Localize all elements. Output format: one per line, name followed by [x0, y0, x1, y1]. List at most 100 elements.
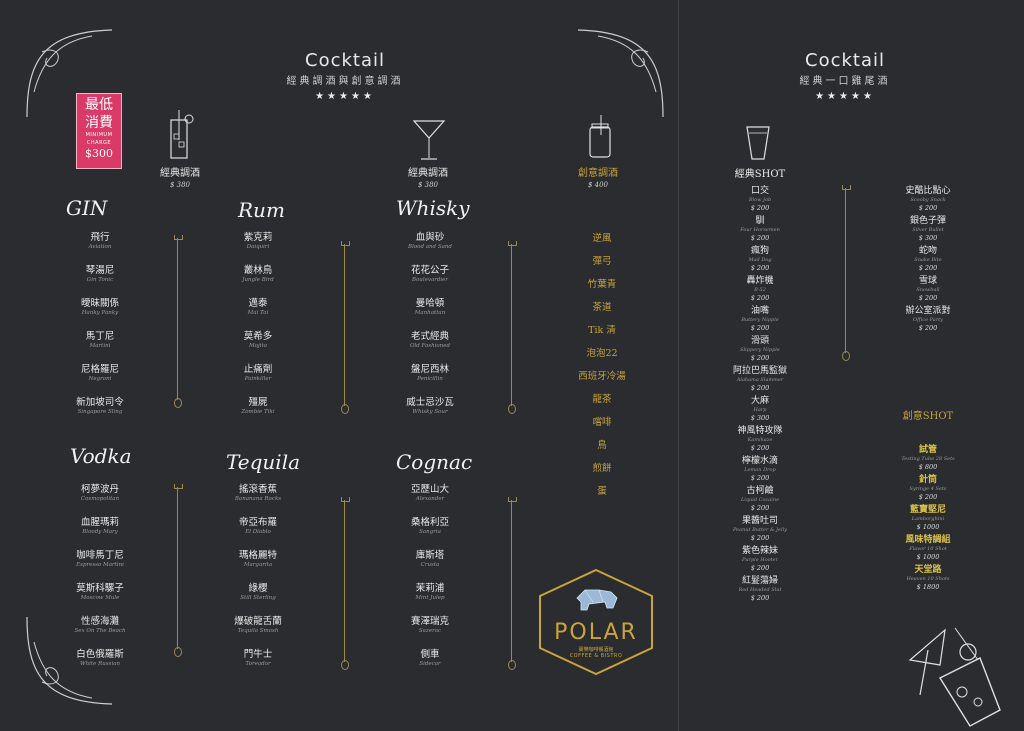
item-en: Mint Julep: [415, 595, 445, 601]
list-item: 銀色子彈 Silver Bullet $ 300: [888, 216, 968, 242]
list-item: 威士忌沙瓦 Whisky Sour: [390, 397, 470, 416]
item-name: 殭屍: [248, 397, 268, 408]
item-en: Buttery Nipple: [741, 317, 779, 323]
item-en: Lamborghini: [911, 516, 945, 522]
item-en: Still Sterling: [240, 595, 276, 601]
item-en: Testing Tube 28 Sets: [901, 456, 955, 462]
badge-line4: CHARGE: [86, 140, 112, 146]
item-name: 瑪格麗特: [238, 550, 277, 561]
list-item: 大麻 Harp $ 300: [720, 396, 800, 422]
item-en: Whisky Sour: [412, 409, 448, 415]
item-en: Martini: [89, 343, 111, 349]
list-item: 滑頭 Slippery Nipple $ 200: [720, 336, 800, 362]
list-item: 嚐啡: [592, 417, 612, 428]
item-en: Hanky Panky: [81, 310, 119, 316]
item-en: Slippery Nipple: [740, 347, 780, 353]
list-item: 莫希多 Mojito: [218, 331, 298, 350]
item-name: 蛇吻: [918, 246, 937, 256]
item-name: 咖啡馬丁尼: [76, 550, 124, 561]
item-en: Jungle Bird: [242, 277, 274, 283]
shot-heading: 經典SHOT: [734, 169, 786, 180]
item-en: Aviation: [88, 244, 112, 250]
item-name: 史酷比點心: [905, 186, 951, 196]
item-en: Blood and Sand: [408, 244, 452, 250]
item-price: $ 200: [918, 264, 938, 272]
item-en: Purple Hooter: [741, 557, 779, 563]
item-name: 盤尼西林: [410, 364, 449, 375]
item-price: $ 200: [750, 444, 770, 452]
item-en: Cosmopolitan: [80, 496, 120, 502]
item-price: $ 200: [750, 564, 770, 572]
item-name: 性感海灘: [80, 616, 119, 627]
list-item: 邁泰 Mai Tai: [218, 298, 298, 317]
item-en: Crusta: [420, 562, 440, 568]
item-en: El Diablo: [245, 529, 271, 535]
item-name: 馴: [755, 216, 765, 226]
item-en: Office Party: [913, 317, 943, 323]
item-en: Tequila Smash: [237, 628, 279, 634]
category-price: $ 400: [587, 181, 609, 189]
list-item: 血與砂 Blood and Sand: [390, 232, 470, 251]
item-en: Four Horsemen: [740, 227, 780, 233]
item-name: 莫希多: [243, 331, 273, 342]
item-name: 側車: [420, 649, 440, 660]
item-name: 門牛士: [243, 649, 273, 660]
shots-list-b: 史酷比點心 Scooby Snack $ 200 銀色子彈 Silver Bullet…: [888, 186, 968, 336]
item-en: Sex On The Beach: [74, 628, 126, 634]
list-item: 庫斯塔 Crusta: [390, 550, 470, 569]
list-item: 新加坡司令 Singapore Sling: [60, 397, 140, 416]
item-name: 亞歷山大: [410, 484, 449, 495]
item-en: Harp: [753, 407, 767, 413]
whisky-list: 血與砂 Blood and Sand 花花公子 Boulevardier 曼哈頓 Ma…: [390, 232, 470, 430]
item-en: Blow Job: [748, 197, 772, 203]
list-item: 白色俄羅斯 White Russian: [60, 649, 140, 668]
item-price: $ 200: [918, 324, 938, 332]
list-item: 帝亞布羅 El Diablo: [218, 517, 298, 536]
item-name: 搖滾香蕉: [238, 484, 277, 495]
item-en: Daiquiri: [246, 244, 270, 250]
list-item: 盤尼西林 Penicillin: [390, 364, 470, 383]
item-name: 曖昧關係: [80, 298, 119, 309]
item-price: $ 200: [750, 534, 770, 542]
item-name: 風味特調組: [905, 535, 951, 545]
item-en: Syringe 4 Sets: [909, 486, 947, 492]
item-name: 馬丁尼: [85, 331, 115, 342]
item-en: Sazerac: [418, 628, 442, 634]
item-en: Snake Bite: [914, 257, 942, 263]
list-item: 殭屍 Zombie Tiki: [218, 397, 298, 416]
list-item: 試管 Testing Tube 28 Sets $ 800: [888, 445, 968, 471]
right-subtitle: 經典一口雞尾酒: [799, 76, 891, 87]
list-item: 叢林鳥 Jungle Bird: [218, 265, 298, 284]
item-name: 血與砂: [415, 232, 445, 243]
heading-vodka: Vodka: [70, 444, 132, 468]
list-item: 檸檬水滴 Lemon Drop $ 200: [720, 456, 800, 482]
category-name: 經典調酒: [408, 168, 448, 179]
item-en: Painkiller: [244, 376, 272, 382]
item-en: Espresso Martini: [76, 562, 124, 568]
item-name: 茉莉浦: [415, 583, 445, 594]
creative-list: 逆風 彈弓 竹葉青 茶道 Tik 清 泡泡22 西班牙冷湯 龍茶 嚐啡 鳥 煎餅…: [562, 230, 642, 506]
item-price: $ 200: [750, 324, 770, 332]
cognac-rule: [508, 497, 517, 670]
item-name: 試管: [918, 445, 937, 455]
category-classic-1: 經典調酒 $ 380: [145, 164, 215, 189]
item-price: $ 200: [750, 504, 770, 512]
list-item: 針筒 Syringe 4 Sets $ 200: [888, 475, 968, 501]
item-en: Gin Tonic: [86, 277, 114, 283]
list-item: 彈弓: [592, 256, 612, 267]
item-price: $ 200: [750, 594, 770, 602]
list-item: 紅髮蕩婦 Red Headed Slut $ 200: [720, 576, 800, 602]
tequila-list: 搖滾香蕉 Bananana Rocks 帝亞布羅 El Diablo 瑪格麗特 Mar…: [218, 484, 298, 682]
list-item: 果醬吐司 Peanut Butter & Jelly $ 200: [720, 516, 800, 542]
heading-tequila: Tequila: [226, 450, 301, 474]
minimum-charge-badge: 最低 消費 MINIMUM CHARGE $300: [76, 93, 122, 169]
list-item: 亞歷山大 Alexander: [390, 484, 470, 503]
list-item: 茶道: [592, 302, 612, 313]
item-name: 天堂路: [914, 565, 942, 575]
flourish-top-left-icon: [26, 29, 113, 118]
item-name: 叢林鳥: [243, 265, 273, 276]
logo-tagline-en: COFFEE & BISTRO: [569, 653, 623, 659]
creative-shots-list: 試管 Testing Tube 28 Sets $ 800 針筒 Syringe 4 …: [888, 445, 968, 595]
shot-glass-icon: [746, 126, 770, 160]
item-en: Bloody Mary: [82, 529, 118, 535]
